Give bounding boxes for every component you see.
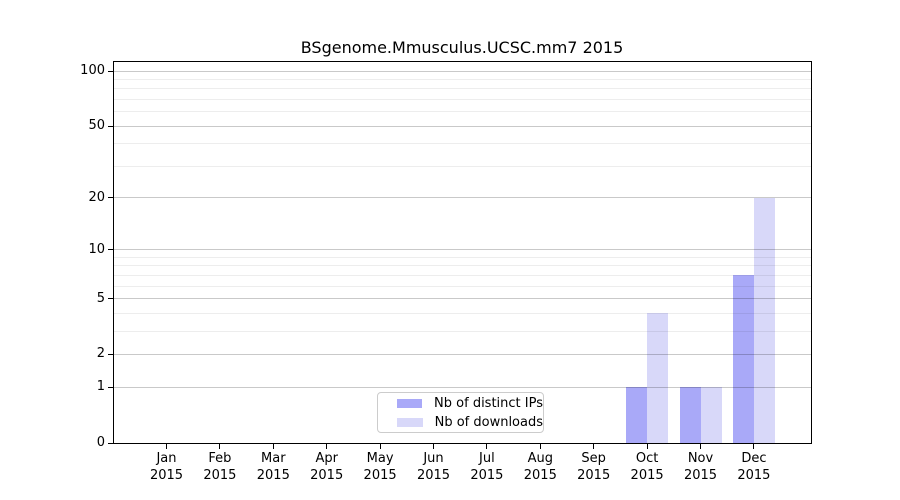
y-tick-1 [108,386,113,388]
x-tick-oct [646,444,648,449]
x-tick-label-sep: Sep 2015 [577,451,611,483]
bar-nb-of-distinct-ips-nov [679,387,701,443]
y-tick-label-0: 0 [96,435,105,450]
y-tick-label-100: 100 [80,63,105,78]
major-gridline-50 [114,125,811,127]
x-tick-feb [219,444,221,449]
major-gridline-5 [114,298,811,300]
y-tick-100 [108,70,113,72]
x-tick-label-jan: Jan 2015 [149,451,184,483]
chart-title: BSgenome.Mmusculus.UCSC.mm7 2015 [300,38,624,57]
bar-nb-of-downloads-nov [700,387,722,443]
major-gridline-1 [114,386,811,388]
y-tick-label-10: 10 [88,241,105,257]
legend-item-downloads: Nb of downloads [397,415,543,430]
y-tick-2 [108,353,113,355]
plot-area [113,61,812,444]
y-tick-50 [108,125,113,127]
x-tick-label-dec: Dec 2015 [737,451,771,483]
minor-gridline-90 [114,78,811,80]
x-tick-nov [700,444,701,449]
legend: Nb of distinct IPs Nb of downloads [377,392,544,433]
bar-nb-of-downloads-oct [647,313,669,443]
x-tick-aug [539,444,541,449]
x-tick-dec [753,444,755,449]
minor-gridline-9 [114,256,811,258]
x-tick-jul [486,444,488,449]
x-tick-label-oct: Oct 2015 [630,451,664,483]
minor-gridline-7 [114,274,811,276]
x-tick-label-jul: Jul 2015 [470,451,504,483]
x-tick-mar [272,444,274,449]
legend-swatch-downloads [397,417,423,427]
bar-nb-of-downloads-dec [753,197,775,443]
x-tick-label-aug: Aug 2015 [523,451,557,483]
x-tick-sep [593,444,595,449]
minor-gridline-80 [114,88,811,90]
y-tick-label-20: 20 [88,189,105,205]
x-tick-may [379,444,381,449]
x-tick-label-mar: Mar 2015 [256,451,290,483]
legend-label-downloads: Nb of downloads [434,414,543,430]
minor-gridline-30 [114,165,811,167]
minor-gridline-40 [114,143,811,145]
y-tick-label-5: 5 [96,290,105,306]
x-tick-label-nov: Nov 2015 [683,451,718,483]
x-tick-jun [433,444,434,449]
major-gridline-100 [114,70,811,72]
x-tick-label-jun: Jun 2015 [416,451,451,483]
legend-swatch-distinct-ips [397,398,423,408]
y-tick-20 [108,197,113,199]
minor-gridline-70 [114,98,811,100]
major-gridline-20 [114,197,811,199]
y-tick-0 [108,442,113,444]
x-tick-label-apr: Apr 2015 [310,451,344,483]
y-tick-5 [108,298,113,300]
major-gridline-10 [114,249,811,251]
x-tick-label-feb: Feb 2015 [203,451,237,483]
minor-gridline-4 [114,312,811,314]
y-tick-label-2: 2 [96,346,105,362]
x-tick-jan [166,444,167,449]
major-gridline-2 [114,353,811,355]
minor-gridline-6 [114,285,811,287]
legend-label-distinct-ips: Nb of distinct IPs [434,395,543,411]
minor-gridline-8 [114,265,811,267]
minor-gridline-60 [114,111,811,113]
minor-gridline-3 [114,330,811,332]
y-tick-label-50: 50 [88,118,105,134]
y-tick-label-1: 1 [96,379,105,395]
bar-nb-of-distinct-ips-oct [626,387,648,443]
x-tick-label-may: May 2015 [363,451,397,483]
legend-item-distinct-ips: Nb of distinct IPs [397,396,543,411]
y-tick-10 [108,249,113,251]
bar-nb-of-distinct-ips-dec [732,275,754,443]
x-tick-apr [326,444,328,449]
